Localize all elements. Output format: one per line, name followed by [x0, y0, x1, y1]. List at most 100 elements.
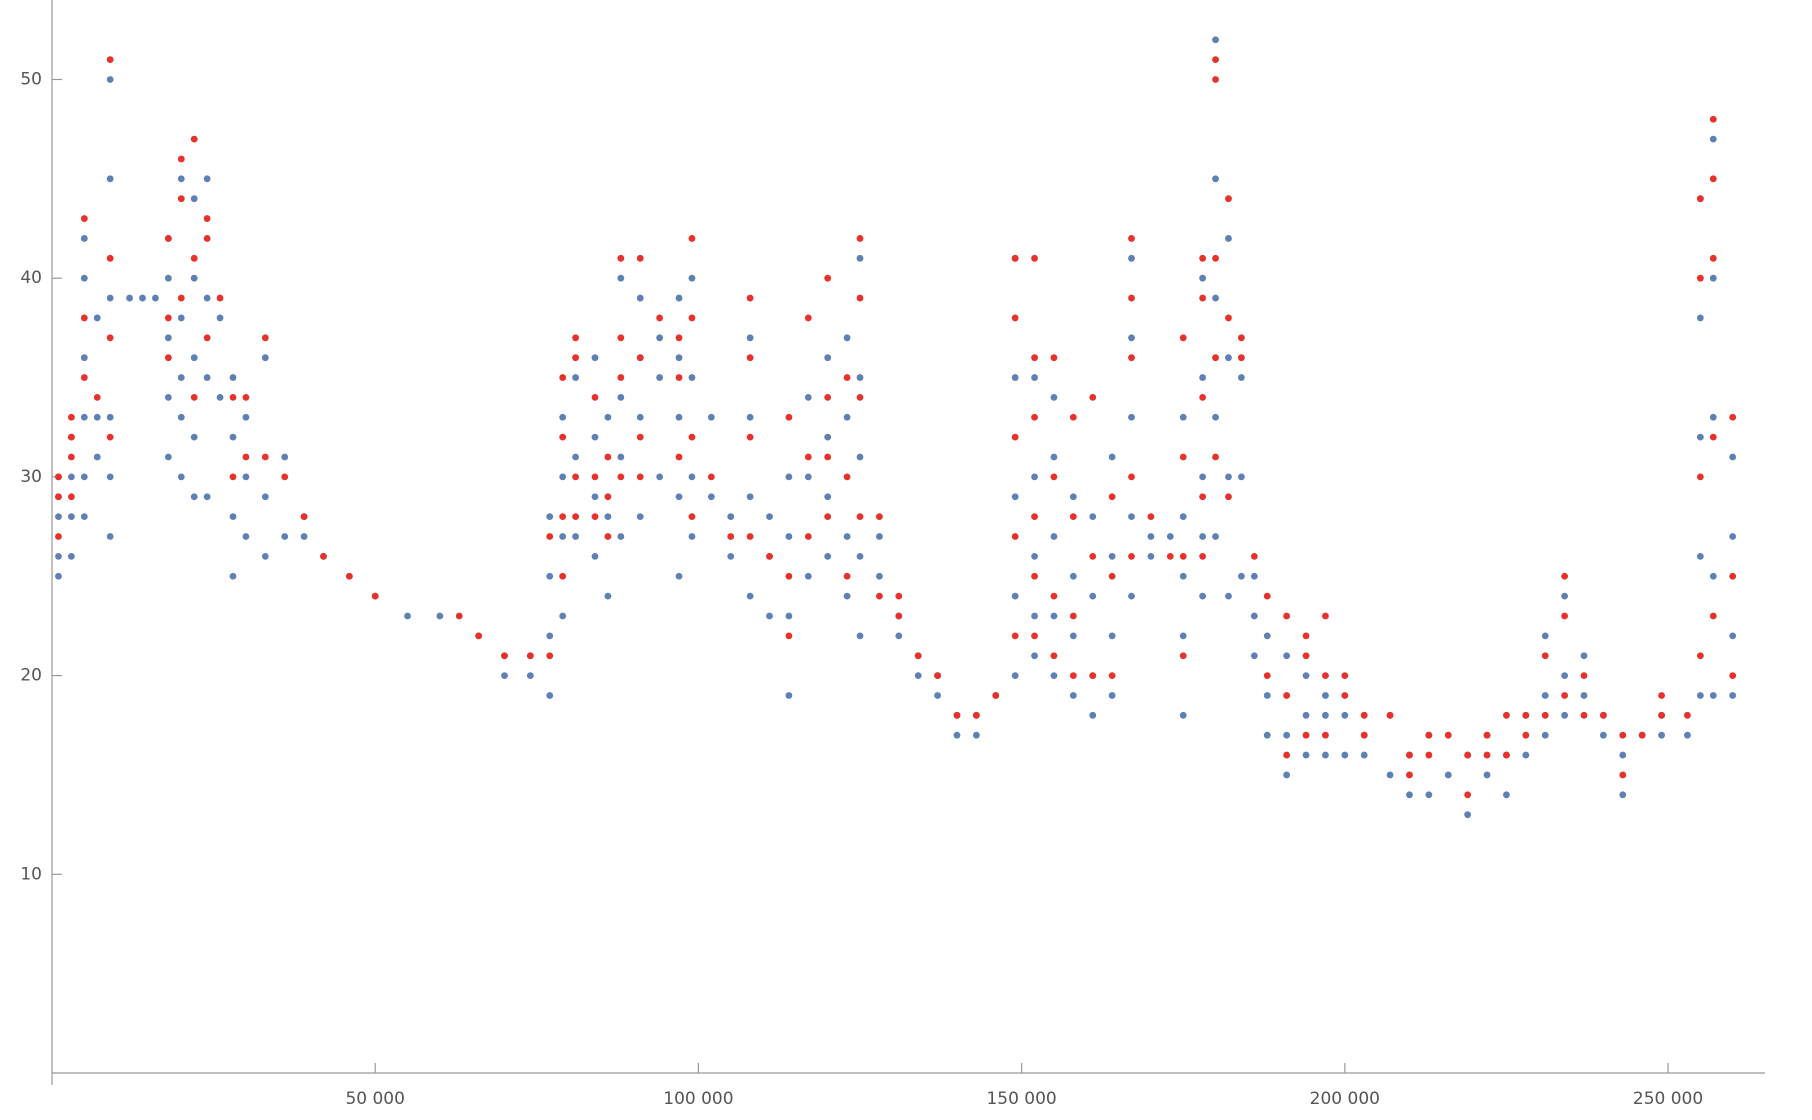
- point: [1011, 632, 1019, 640]
- point: [572, 374, 579, 381]
- point: [1011, 374, 1019, 381]
- point: [604, 493, 612, 501]
- point: [1322, 731, 1329, 739]
- point: [559, 473, 567, 481]
- point: [1128, 254, 1135, 262]
- point: [190, 254, 198, 262]
- point: [261, 354, 269, 362]
- point: [1561, 672, 1569, 679]
- point: [675, 374, 683, 381]
- point: [1619, 771, 1627, 779]
- point: [785, 612, 793, 620]
- point: [1050, 652, 1058, 660]
- point: [320, 552, 327, 560]
- point: [1031, 254, 1038, 262]
- point: [300, 533, 308, 540]
- point: [55, 572, 62, 580]
- point: [1128, 473, 1135, 481]
- point: [727, 552, 735, 560]
- point: [80, 314, 88, 322]
- point: [1729, 413, 1737, 421]
- point: [229, 572, 237, 580]
- point: [1561, 572, 1569, 580]
- point: [1322, 711, 1329, 719]
- point: [914, 652, 922, 660]
- point: [1302, 711, 1310, 719]
- point: [1179, 632, 1187, 640]
- point: [746, 294, 754, 302]
- point: [261, 453, 269, 461]
- point: [804, 533, 812, 540]
- point: [55, 533, 62, 540]
- point: [591, 493, 599, 501]
- point: [300, 513, 308, 521]
- point: [80, 274, 88, 282]
- point: [1263, 731, 1271, 739]
- point: [934, 672, 941, 679]
- point: [80, 513, 88, 521]
- point: [1179, 513, 1187, 521]
- point: [1199, 374, 1207, 381]
- point: [934, 692, 941, 699]
- point: [559, 413, 567, 421]
- point: [164, 394, 172, 401]
- point: [1283, 612, 1291, 620]
- point: [546, 692, 554, 699]
- point: [1179, 552, 1187, 560]
- point: [688, 533, 696, 540]
- point: [688, 433, 696, 441]
- point: [1696, 314, 1704, 322]
- point: [1263, 692, 1271, 699]
- point: [1729, 533, 1737, 540]
- point: [824, 513, 832, 521]
- point: [1011, 592, 1019, 600]
- point: [1212, 36, 1219, 44]
- point: [1302, 751, 1310, 759]
- point: [1709, 254, 1717, 262]
- point: [1179, 413, 1187, 421]
- point: [1089, 672, 1097, 679]
- point: [1108, 552, 1116, 560]
- point: [1696, 274, 1704, 282]
- point: [281, 533, 289, 540]
- point: [1658, 731, 1665, 739]
- point: [1069, 632, 1077, 640]
- point: [824, 274, 832, 282]
- point: [1199, 274, 1207, 282]
- point: [1283, 771, 1291, 779]
- point: [203, 493, 211, 501]
- point: [636, 513, 644, 521]
- point: [953, 711, 961, 719]
- point: [67, 493, 75, 501]
- point: [591, 552, 599, 560]
- point: [785, 572, 793, 580]
- point: [1089, 394, 1097, 401]
- point: [1263, 672, 1271, 679]
- point: [1199, 394, 1207, 401]
- point: [1696, 433, 1704, 441]
- point: [55, 473, 62, 481]
- point: [1050, 533, 1058, 540]
- point: [617, 453, 625, 461]
- point: [55, 493, 62, 501]
- point: [1561, 592, 1569, 600]
- point: [856, 294, 864, 302]
- point: [1031, 552, 1038, 560]
- point: [1729, 453, 1737, 461]
- point: [1263, 632, 1271, 640]
- point: [1729, 572, 1737, 580]
- point: [1031, 374, 1038, 381]
- point: [546, 632, 554, 640]
- point: [1483, 751, 1491, 759]
- point: [688, 274, 696, 282]
- point: [177, 413, 185, 421]
- point: [203, 374, 211, 381]
- point: [1360, 711, 1368, 719]
- point: [67, 413, 75, 421]
- point: [1599, 731, 1607, 739]
- point: [1729, 632, 1737, 640]
- point: [843, 572, 851, 580]
- point: [1069, 413, 1077, 421]
- point: [229, 374, 237, 381]
